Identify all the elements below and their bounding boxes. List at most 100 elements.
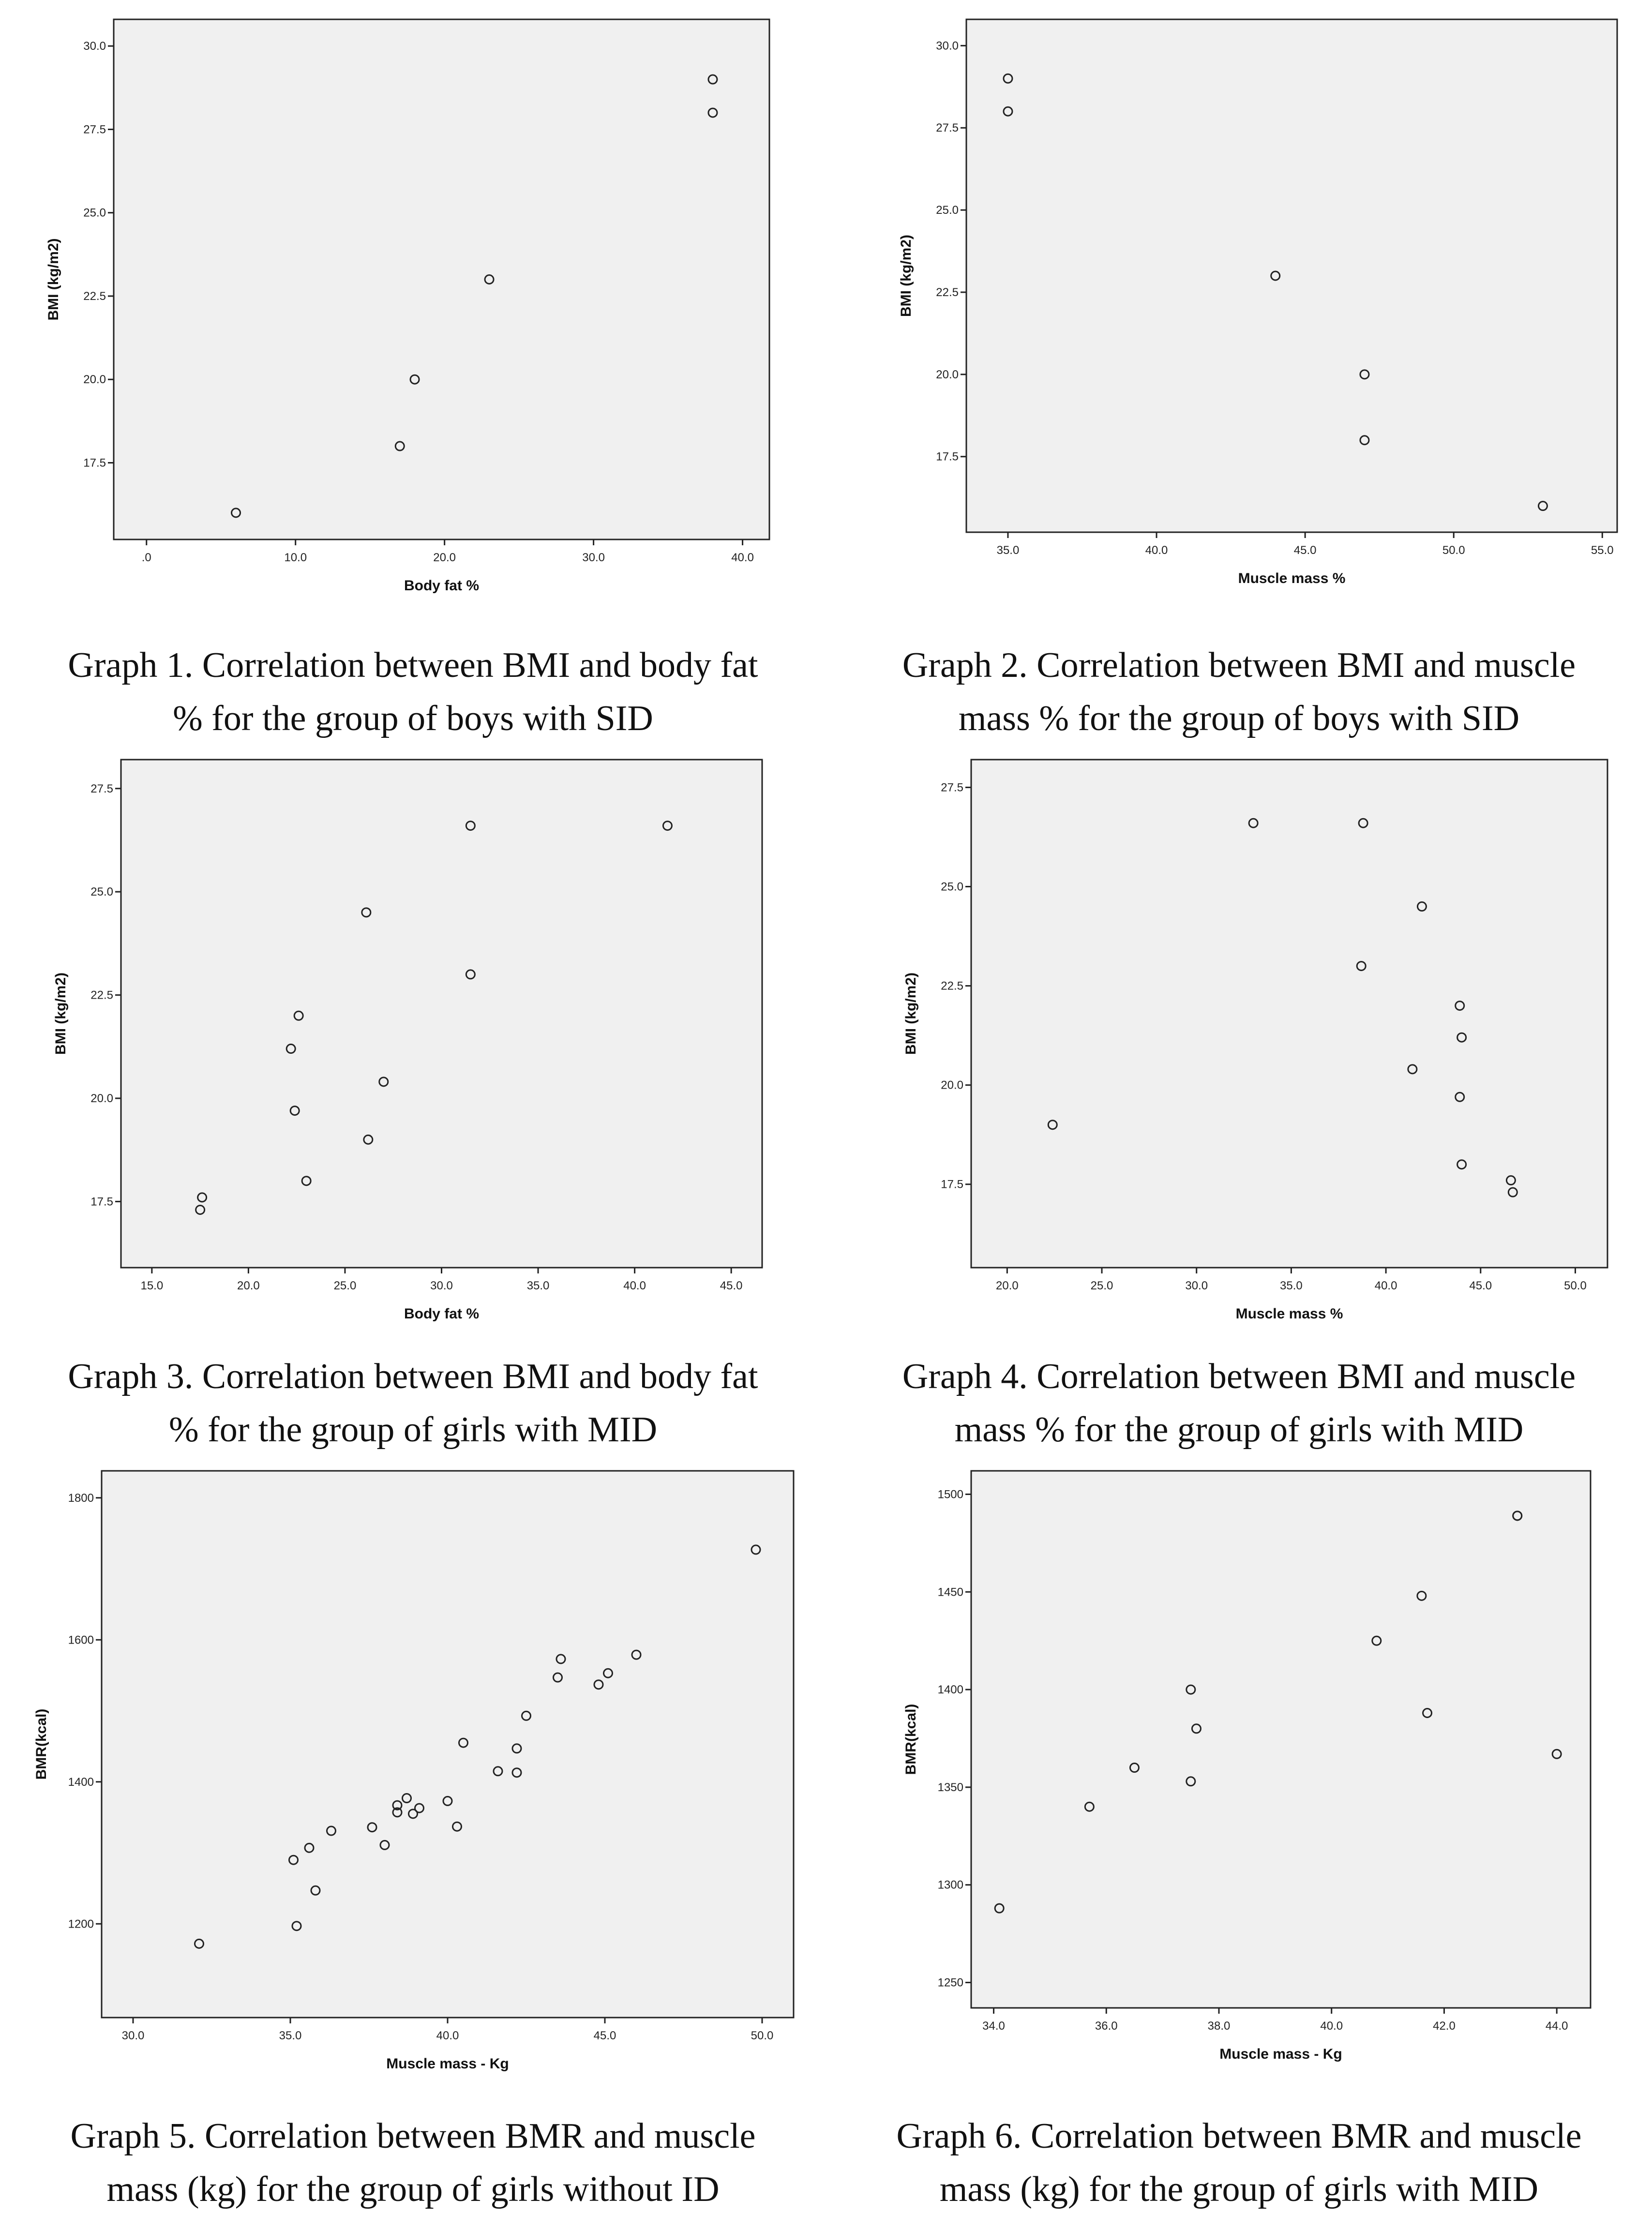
caption-graph-2: Graph 2. Correlation between BMI and mus… bbox=[826, 639, 1652, 745]
data-point bbox=[1457, 1159, 1467, 1170]
caption-line: Graph 1. Correlation between BMI and bod… bbox=[68, 645, 758, 685]
y-tick-label: 22.5 bbox=[941, 980, 963, 993]
y-axis-title: BMR(kcal) bbox=[33, 1709, 49, 1780]
y-tick-label: 25.0 bbox=[83, 207, 106, 220]
data-point bbox=[1505, 1175, 1516, 1186]
data-point bbox=[631, 1649, 642, 1660]
y-axis-title: BMR(kcal) bbox=[903, 1704, 919, 1775]
x-tick-label: 40.0 bbox=[1375, 1279, 1397, 1292]
x-tick-label: 20.0 bbox=[433, 551, 456, 564]
data-point bbox=[1455, 1001, 1465, 1011]
graph-3: 15.0 20.0 25.0 30.0 35.0 40.0 45.0 17.5 20.0 22.5… bbox=[53, 759, 763, 1322]
data-point bbox=[326, 1825, 336, 1836]
data-point bbox=[1455, 1092, 1465, 1102]
x-tick-label: 45.0 bbox=[1469, 1279, 1492, 1292]
graph-5: 30.0 35.0 40.0 45.0 50.0 1200 1400 1600 1800 Musc… bbox=[33, 1470, 795, 2072]
y-tick-label: 1300 bbox=[938, 1879, 963, 1892]
data-point bbox=[994, 1903, 1005, 1914]
y-tick-label: 17.5 bbox=[83, 457, 106, 470]
data-point bbox=[465, 969, 476, 980]
x-tick-label: 45.0 bbox=[720, 1279, 743, 1292]
data-point bbox=[1416, 1590, 1427, 1601]
data-point bbox=[1003, 73, 1013, 84]
y-tick-label: 1400 bbox=[938, 1683, 963, 1696]
data-point bbox=[379, 1840, 390, 1850]
data-point bbox=[361, 907, 372, 918]
x-axis-title: Muscle mass - Kg bbox=[386, 2056, 509, 2072]
graph-6: 34.0 36.0 38.0 40.0 42.0 44.0 1250 1300 1350 1400… bbox=[903, 1470, 1592, 2062]
data-point bbox=[301, 1176, 312, 1186]
y-tick-label: 20.0 bbox=[941, 1079, 963, 1092]
x-tick-label: 20.0 bbox=[996, 1279, 1019, 1292]
data-point bbox=[197, 1192, 208, 1203]
data-point bbox=[1551, 1749, 1562, 1759]
data-point bbox=[662, 821, 673, 831]
y-tick-label: 1600 bbox=[68, 1633, 94, 1646]
caption-line: mass % for the group of girls with MID bbox=[954, 1410, 1524, 1450]
data-point bbox=[1422, 1708, 1433, 1719]
x-tick-label: 40.0 bbox=[1320, 2020, 1343, 2033]
x-tick-label: 30.0 bbox=[582, 551, 605, 564]
x-tick-label: 35.0 bbox=[279, 2029, 302, 2042]
y-tick-label: 27.5 bbox=[90, 782, 113, 795]
data-point bbox=[511, 1767, 522, 1778]
data-point bbox=[707, 107, 718, 118]
x-axis-title: Muscle mass % bbox=[1236, 1306, 1343, 1322]
data-point bbox=[285, 1044, 296, 1054]
data-point bbox=[521, 1710, 531, 1721]
caption-line: % for the group of boys with SID bbox=[173, 699, 653, 738]
y-tick-label: 27.5 bbox=[936, 121, 959, 135]
data-point bbox=[408, 1809, 418, 1819]
data-point bbox=[1186, 1776, 1196, 1787]
caption-line: Graph 6. Correlation between BMR and mus… bbox=[896, 2116, 1582, 2156]
y-tick-label: 20.0 bbox=[83, 373, 106, 386]
data-point bbox=[1270, 270, 1281, 281]
caption-line: Graph 2. Correlation between BMI and mus… bbox=[902, 645, 1576, 685]
x-tick-label: 40.0 bbox=[623, 1279, 646, 1292]
y-axis-title: BMI (kg/m2) bbox=[45, 238, 61, 320]
y-axis-title: BMI (kg/m2) bbox=[898, 235, 914, 317]
data-point bbox=[1537, 501, 1548, 511]
x-tick-label: 40.0 bbox=[436, 2029, 459, 2042]
x-tick-label: 35.0 bbox=[1280, 1279, 1303, 1292]
x-tick-label: 42.0 bbox=[1433, 2020, 1456, 2033]
data-point bbox=[195, 1204, 206, 1215]
x-tick-label: 36.0 bbox=[1095, 2020, 1118, 2033]
data-point bbox=[484, 274, 495, 284]
data-point bbox=[394, 441, 405, 451]
x-tick-label: 40.0 bbox=[731, 551, 754, 564]
data-point bbox=[1129, 1763, 1140, 1773]
graph-1: .0 10.0 20.0 30.0 40.0 17.5 20.0 22.5 25.0 27.5 30… bbox=[45, 18, 770, 594]
graph-4: 20.0 25.0 30.0 35.0 40.0 45.0 50.0 17.5 20.0 22.5… bbox=[903, 759, 1608, 1322]
caption-graph-4: Graph 4. Correlation between BMI and mus… bbox=[826, 1350, 1652, 1456]
x-axis-title: Body fat % bbox=[404, 1306, 479, 1322]
data-point bbox=[402, 1793, 412, 1804]
x-tick-label: 50.0 bbox=[1564, 1279, 1587, 1292]
caption-line: mass (kg) for the group of girls with MI… bbox=[939, 2169, 1539, 2209]
x-tick-label: 20.0 bbox=[237, 1279, 260, 1292]
data-point bbox=[392, 1807, 403, 1818]
caption-graph-1: Graph 1. Correlation between BMI and bod… bbox=[0, 639, 826, 745]
data-point bbox=[304, 1842, 315, 1853]
x-tick-label: 40.0 bbox=[1145, 544, 1168, 557]
y-axis-title: BMI (kg/m2) bbox=[53, 972, 69, 1055]
data-point bbox=[409, 374, 420, 385]
plot-area bbox=[101, 1470, 795, 2019]
data-point bbox=[289, 1106, 300, 1116]
data-point bbox=[603, 1668, 613, 1678]
caption-graph-5: Graph 5. Correlation between BMR and mus… bbox=[0, 2109, 826, 2216]
plot-area bbox=[970, 1470, 1592, 2009]
y-tick-label: 27.5 bbox=[941, 781, 963, 794]
y-axis-title: BMI (kg/m2) bbox=[903, 972, 919, 1055]
y-tick-label: 30.0 bbox=[83, 40, 106, 53]
y-tick-label: 30.0 bbox=[936, 39, 959, 52]
plot-area bbox=[120, 759, 763, 1269]
caption-line: mass % for the group of boys with SID bbox=[958, 699, 1520, 738]
y-tick-label: 1800 bbox=[68, 1492, 94, 1505]
x-axis-title: Muscle mass - Kg bbox=[1219, 2046, 1342, 2062]
caption-graph-3: Graph 3. Correlation between BMI and bod… bbox=[0, 1350, 826, 1456]
data-point bbox=[1186, 1684, 1196, 1695]
x-axis-title: Body fat % bbox=[404, 578, 479, 594]
y-tick-label: 17.5 bbox=[90, 1195, 113, 1208]
y-tick-label: 20.0 bbox=[936, 368, 959, 381]
